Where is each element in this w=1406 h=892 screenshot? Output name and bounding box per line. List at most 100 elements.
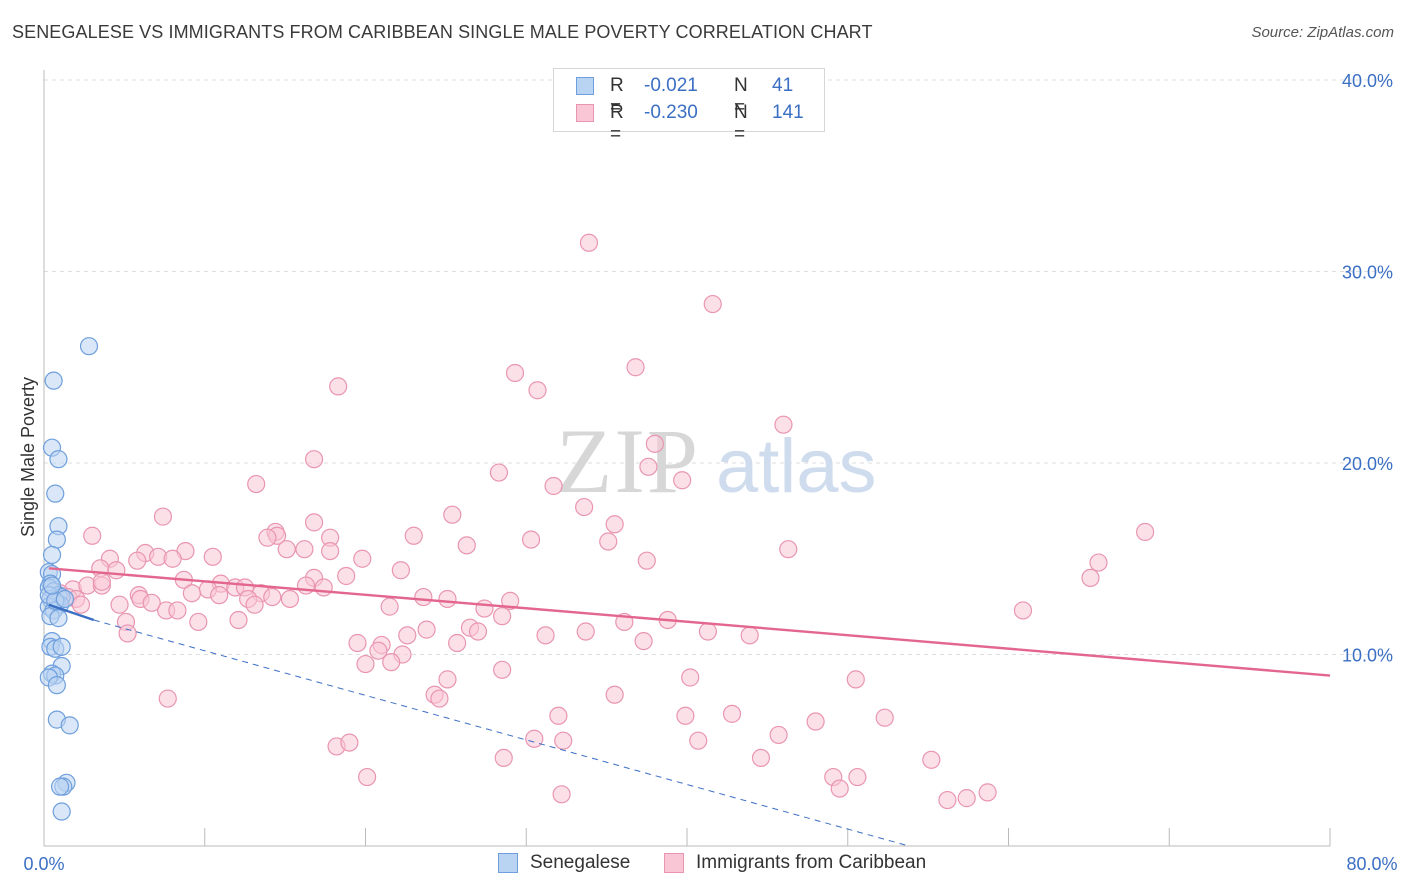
caribbean-point bbox=[118, 624, 137, 643]
caribbean-point bbox=[544, 476, 563, 496]
caribbean-point bbox=[489, 463, 509, 482]
legend-n-value: 141 bbox=[772, 102, 804, 123]
caribbean-point bbox=[321, 541, 340, 561]
caribbean-point bbox=[430, 689, 449, 708]
caribbean-point bbox=[576, 622, 595, 641]
caribbean-point bbox=[438, 589, 457, 609]
caribbean-point bbox=[245, 595, 264, 614]
chart-title: SENEGALESE VS IMMIGRANTS FROM CARIBBEAN … bbox=[12, 22, 873, 42]
caribbean-point bbox=[549, 706, 568, 725]
senegalese-point bbox=[52, 637, 71, 656]
caribbean-point bbox=[740, 626, 759, 645]
watermark-zip: ZIP bbox=[556, 410, 700, 512]
caribbean-point bbox=[637, 551, 656, 570]
trend-lines bbox=[48, 567, 1331, 847]
caribbean-point bbox=[1089, 553, 1108, 572]
senegalese-point bbox=[55, 589, 74, 609]
caribbean-point bbox=[468, 622, 488, 641]
caribbean-point bbox=[779, 540, 798, 559]
caribbean-point bbox=[457, 536, 476, 555]
caribbean-point bbox=[605, 685, 624, 704]
senegalese-point bbox=[49, 450, 68, 469]
caribbean-point bbox=[107, 561, 126, 580]
caribbean-point bbox=[634, 631, 653, 651]
caribbean-point bbox=[247, 474, 266, 494]
y-tick-label: 40.0% bbox=[1342, 71, 1393, 91]
senegalese-trend-extension bbox=[93, 619, 909, 847]
gridlines bbox=[44, 79, 1392, 655]
legend-n-label: N = bbox=[734, 75, 748, 118]
caribbean-point bbox=[848, 767, 867, 787]
caribbean-point bbox=[676, 706, 695, 725]
caribbean-point bbox=[382, 653, 401, 672]
caribbean-point bbox=[554, 731, 573, 750]
caribbean-point bbox=[722, 704, 742, 723]
senegalese-point bbox=[47, 676, 66, 695]
caribbean-point bbox=[626, 358, 645, 377]
senegalese-point bbox=[46, 484, 65, 503]
caribbean-point bbox=[938, 790, 957, 810]
y-tick-label: 20.0% bbox=[1342, 454, 1393, 474]
caribbean-point bbox=[380, 597, 399, 616]
senegalese-trend-line bbox=[48, 603, 95, 622]
caribbean-point bbox=[404, 526, 423, 545]
x-tick-label-min: 0.0% bbox=[23, 854, 64, 874]
caribbean-point bbox=[525, 729, 544, 748]
legend-r-label: R = bbox=[610, 102, 624, 145]
caribbean-point bbox=[417, 620, 436, 639]
caribbean-point bbox=[337, 566, 356, 586]
legend-swatch-senegalese bbox=[576, 77, 594, 95]
caribbean-point bbox=[391, 561, 410, 580]
caribbean-point bbox=[128, 551, 147, 570]
senegalese-point bbox=[44, 371, 63, 390]
legend-r-value: -0.021 bbox=[644, 75, 698, 96]
caribbean-point bbox=[475, 599, 494, 618]
legend-n-label: N = bbox=[734, 102, 748, 145]
caribbean-point bbox=[830, 779, 849, 798]
caribbean-point bbox=[978, 783, 997, 802]
caribbean-point bbox=[605, 515, 624, 534]
caribbean-point bbox=[698, 622, 717, 641]
series-label-caribbean: Immigrants from Caribbean bbox=[696, 852, 927, 873]
caribbean-point bbox=[536, 626, 555, 645]
caribbean-point bbox=[210, 586, 229, 605]
caribbean-point bbox=[358, 767, 377, 787]
senegalese-point bbox=[42, 576, 62, 595]
source-label: Source: ZipAtlas.com bbox=[1251, 24, 1394, 41]
caribbean-point bbox=[353, 549, 372, 568]
caribbean-point bbox=[189, 612, 208, 632]
caribbean-point bbox=[922, 750, 941, 769]
caribbean-point bbox=[703, 294, 722, 314]
caribbean-point bbox=[645, 434, 664, 453]
caribbean-point bbox=[579, 233, 599, 252]
legend-n-value: 41 bbox=[772, 75, 794, 96]
senegalese-point bbox=[79, 337, 99, 356]
caribbean-point bbox=[673, 471, 692, 490]
watermark: ZIP atlas bbox=[556, 410, 877, 512]
caribbean-point bbox=[751, 748, 771, 768]
caribbean-point bbox=[505, 363, 525, 383]
caribbean-point bbox=[153, 507, 173, 526]
caribbean-point bbox=[348, 633, 367, 653]
caribbean-point bbox=[158, 689, 177, 708]
caribbean-point bbox=[314, 578, 333, 597]
caribbean-point bbox=[329, 377, 348, 396]
caribbean-point bbox=[1013, 601, 1033, 620]
caribbean-point bbox=[806, 712, 825, 731]
caribbean-point bbox=[280, 589, 300, 609]
caribbean-point bbox=[163, 549, 182, 568]
caribbean-point bbox=[448, 633, 467, 653]
caribbean-point bbox=[263, 587, 282, 607]
x-tick-label-max: 80.0% bbox=[1346, 854, 1397, 874]
series-label-senegalese: Senegalese bbox=[530, 852, 631, 873]
stats-legend: R = -0.021 N = 41 R = -0.230 N = 141 bbox=[553, 68, 825, 145]
caribbean-point bbox=[340, 733, 359, 752]
caribbean-point bbox=[494, 748, 513, 768]
caribbean-point bbox=[493, 607, 512, 626]
caribbean-point bbox=[203, 547, 222, 566]
y-tick-label: 10.0% bbox=[1342, 646, 1393, 666]
caribbean-trend-line bbox=[48, 567, 1331, 677]
data-points bbox=[39, 233, 1155, 821]
legend-r-value: -0.230 bbox=[644, 102, 698, 123]
